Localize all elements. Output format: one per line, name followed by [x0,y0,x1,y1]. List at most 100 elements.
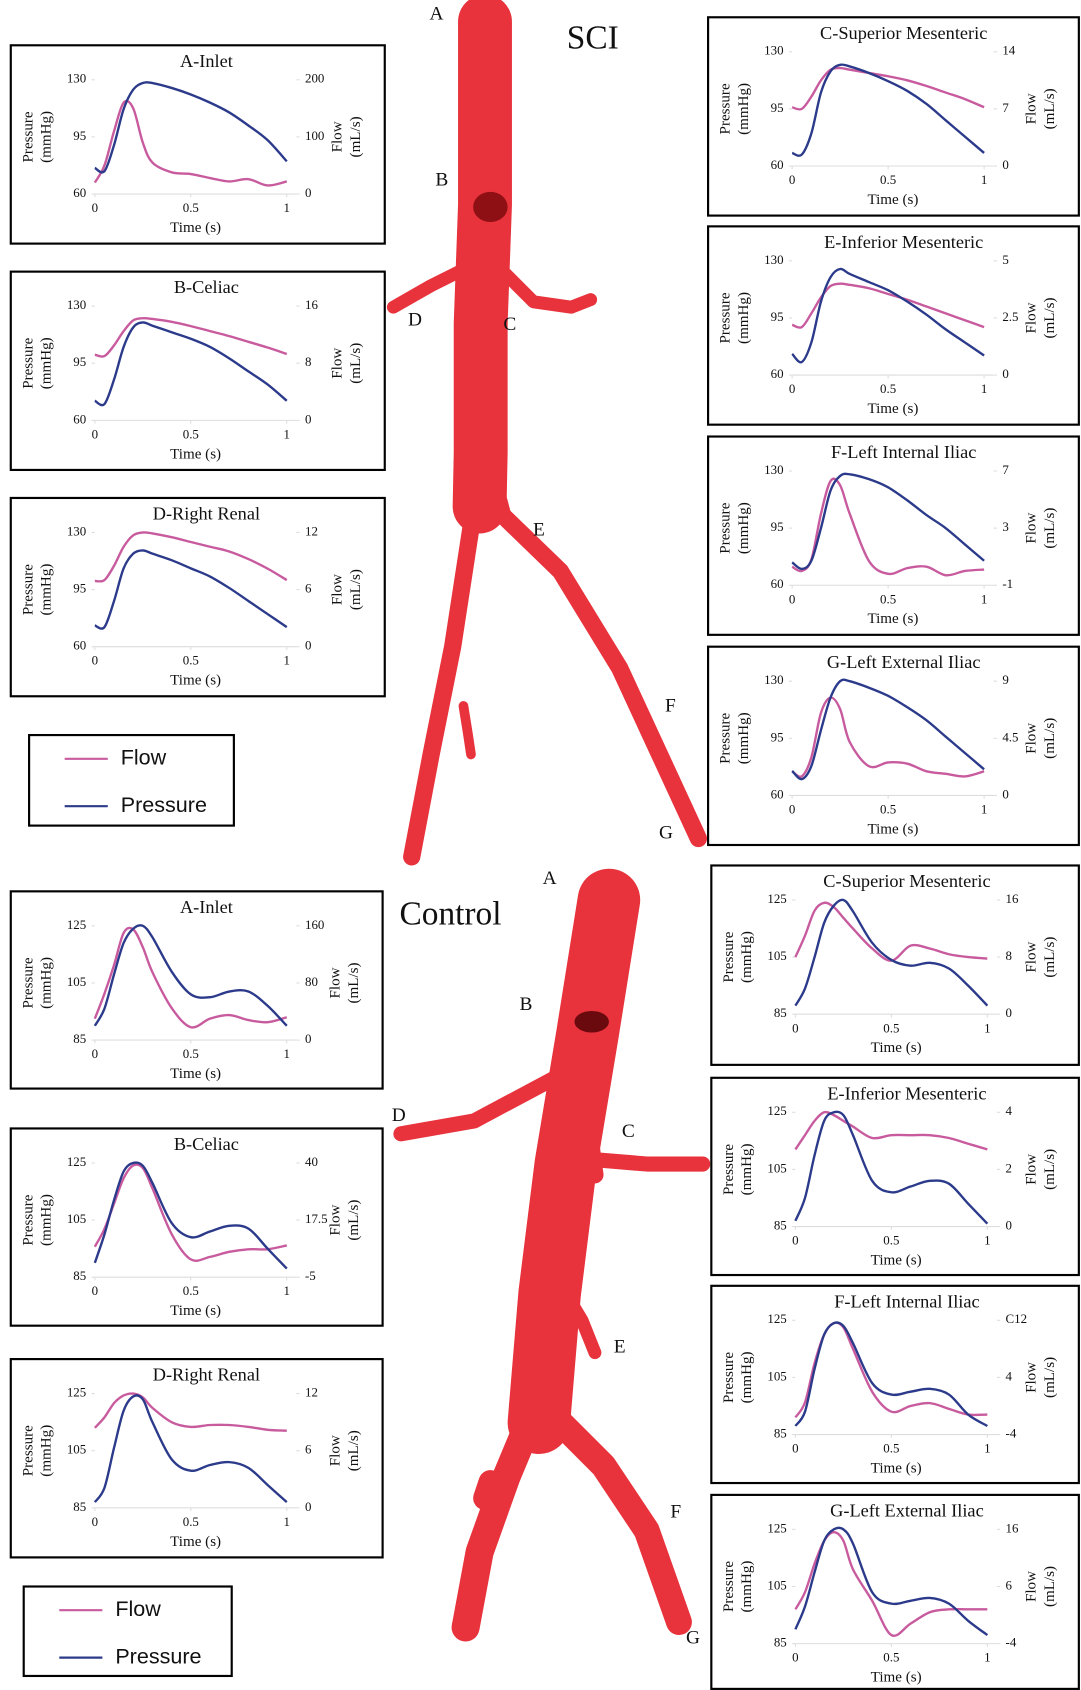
vessel-label: F [670,1502,681,1523]
chart-panel: A-Inlet6095130010020000.51Time (s)Pressu… [11,45,385,243]
x-axis-label: Time (s) [170,1534,221,1550]
series-line [95,322,287,405]
y2-tick-label: 0 [1002,366,1008,381]
vessel-label: E [614,1337,626,1358]
x-tick-label: 0.5 [183,653,199,668]
x-tick-label: 0.5 [883,1650,899,1665]
x-tick-label: 0.5 [183,1283,199,1298]
y-tick-label: 125 [767,1311,786,1326]
x-tick-label: 0 [789,381,795,396]
y-tick-label: 105 [67,1442,86,1457]
y-axis-label: (mmHg) [739,931,755,983]
y-tick-label: 130 [764,672,783,687]
y2-axis-label: (mL/s) [348,116,364,157]
y2-tick-label: 0 [305,638,311,653]
y-tick-label: 60 [73,411,86,426]
x-tick-label: 0.5 [183,426,199,441]
y2-tick-label: 0 [305,1499,311,1514]
x-tick-label: 0.5 [883,1441,899,1456]
x-tick-label: 0 [789,172,795,187]
y2-tick-label: 3 [1002,519,1008,534]
y2-tick-label: 16 [305,297,318,312]
y-axis-label: (mmHg) [736,712,752,764]
y2-axis-label: (mL/s) [346,1200,362,1241]
y2-axis-label: (mL/s) [1042,718,1058,759]
y-tick-label: 125 [767,1103,786,1118]
chart-title: B-Celiac [174,277,239,297]
x-axis-label: Time (s) [170,1066,221,1082]
y2-tick-label: 0 [1002,786,1008,801]
vessel-label: D [392,1105,406,1126]
y2-tick-label: 6 [305,1442,312,1457]
x-tick-label: 1 [284,1046,290,1061]
y-axis-label: Pressure [718,83,734,134]
y-axis-label: Pressure [721,1144,737,1195]
y-tick-label: 105 [67,974,86,989]
chart-panel: D-Right Renal85105125061200.51Time (s)Pr… [11,1359,383,1557]
y2-tick-label: 200 [305,71,324,86]
y-axis-label: Pressure [20,1194,36,1245]
series-line [95,550,287,628]
x-axis-label: Time (s) [871,1460,922,1476]
y2-tick-label: -4 [1006,1426,1017,1441]
y-axis-label: Pressure [718,292,734,343]
chart-title: C-Superior Mesenteric [820,23,987,43]
group-title: Control [399,896,501,933]
y2-tick-label: 6 [305,581,312,596]
chart-panel: E-Inferior Mesenteric609513002.5500.51Ti… [708,226,1079,424]
y-tick-label: 60 [771,157,784,172]
y2-tick-label: 6 [1006,1577,1013,1592]
y-tick-label: 95 [73,581,86,596]
y-axis-label: (mmHg) [736,83,752,135]
y-tick-label: 105 [767,948,786,963]
chart-panel: C-Superior Mesenteric6095130071400.51Tim… [708,17,1079,215]
chart-panel: A-Inlet8510512508016000.51Time (s)Pressu… [11,891,383,1088]
x-tick-label: 0.5 [183,1514,199,1529]
y-tick-label: 125 [67,1154,86,1169]
vessel-label: F [665,695,676,716]
y-tick-label: 105 [767,1160,786,1175]
series-line [795,1112,987,1149]
y2-axis-label: Flow [1024,93,1040,124]
y2-tick-label: 0 [305,411,311,426]
y2-axis-label: Flow [1024,723,1040,754]
vessel-label: E [533,520,545,541]
vessel-label: G [659,823,673,844]
vessel-label: A [429,3,443,24]
y2-axis-label: (mL/s) [1042,937,1058,978]
x-tick-label: 1 [984,1233,990,1248]
x-axis-label: Time (s) [170,673,221,689]
y2-axis-label: Flow [1024,1571,1040,1602]
y2-tick-label: 16 [1006,1520,1019,1535]
y2-tick-label: 12 [305,1385,318,1400]
x-tick-label: 0.5 [183,200,199,215]
series-line [792,698,984,777]
y2-axis-label: (mL/s) [348,343,364,384]
y-tick-label: 85 [73,1031,86,1046]
x-axis-label: Time (s) [170,446,221,462]
y-axis-label: (mmHg) [39,337,55,389]
y2-axis-label: Flow [1024,302,1040,333]
y-tick-label: 60 [771,366,784,381]
y-tick-label: 125 [67,1385,86,1400]
x-tick-label: 0.5 [880,172,896,187]
y-tick-label: 60 [771,576,784,591]
y2-axis-label: Flow [330,121,346,152]
series-line [792,680,984,779]
vessel-label: A [543,868,557,889]
sci-aorta [393,22,698,857]
legend-label: Flow [115,1596,161,1621]
y2-axis-label: (mL/s) [1042,1566,1058,1607]
series-line [95,925,287,1026]
x-tick-label: 1 [981,381,987,396]
x-axis-label: Time (s) [170,1303,221,1319]
x-tick-label: 1 [981,172,987,187]
y-axis-label: (mmHg) [39,111,55,163]
legend-label: Pressure [121,792,207,817]
y-axis-label: (mmHg) [39,957,55,1009]
x-tick-label: 0 [92,1046,98,1061]
y2-axis-label: Flow [330,348,346,379]
y2-tick-label: 80 [305,974,318,989]
y-tick-label: 130 [764,252,783,267]
